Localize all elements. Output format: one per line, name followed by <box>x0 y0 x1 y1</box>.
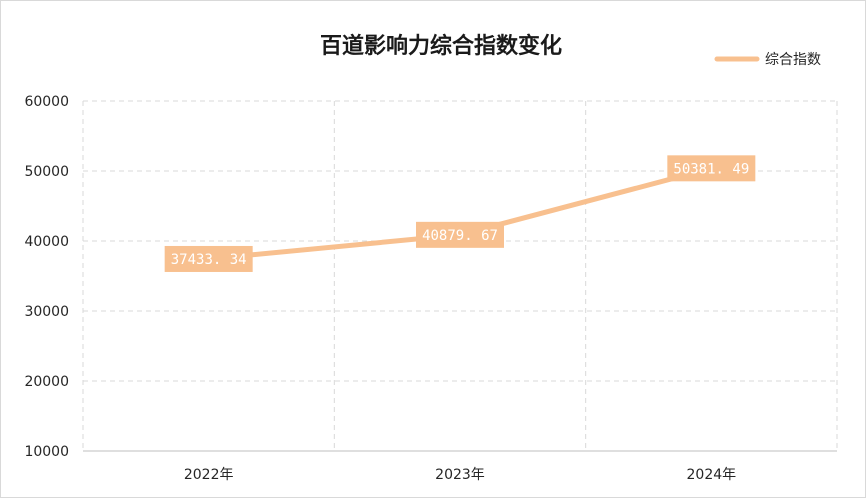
y-tick-label: 20000 <box>24 374 69 390</box>
data-label: 50381. 49 <box>667 155 756 182</box>
y-tick-label: 30000 <box>24 304 69 320</box>
data-label-box <box>416 221 504 248</box>
legend-label: 综合指数 <box>765 52 821 68</box>
y-tick-label: 50000 <box>24 164 69 180</box>
data-label-box <box>164 245 253 272</box>
y-tick-label: 10000 <box>24 444 69 460</box>
y-tick-label: 40000 <box>24 234 69 250</box>
data-label-box <box>667 155 756 182</box>
data-label-text: 40879. 67 <box>422 228 498 244</box>
x-tick-label: 2024年 <box>687 467 737 483</box>
y-tick-label: 60000 <box>24 94 69 110</box>
y-axis-ticks: 60000 50000 40000 30000 20000 10000 <box>24 94 69 460</box>
grid <box>83 100 838 451</box>
x-axis-ticks: 2022年 2023年 2024年 <box>184 467 736 483</box>
legend: 综合指数 <box>714 52 821 68</box>
data-label-text: 50381. 49 <box>673 161 749 177</box>
x-tick-label: 2022年 <box>184 467 234 483</box>
data-labels: 37433. 34 40879. 67 50381. 49 <box>164 155 756 272</box>
data-label-text: 37433. 34 <box>171 252 247 268</box>
x-tick-label: 2023年 <box>435 467 485 483</box>
chart-title: 百道影响力综合指数变化 <box>320 33 562 59</box>
axes <box>82 101 837 452</box>
data-label: 37433. 34 <box>164 245 253 272</box>
data-label: 40879. 67 <box>416 221 504 248</box>
